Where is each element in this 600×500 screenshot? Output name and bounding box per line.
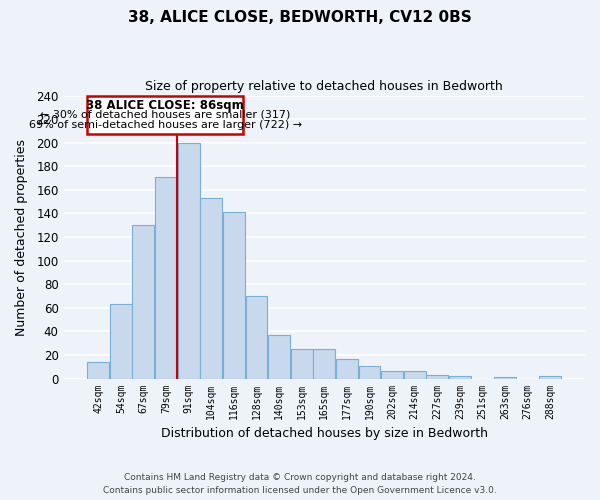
Bar — [223, 212, 245, 378]
Bar — [87, 362, 109, 378]
Bar — [245, 296, 268, 378]
Title: Size of property relative to detached houses in Bedworth: Size of property relative to detached ho… — [145, 80, 503, 93]
Bar — [268, 335, 290, 378]
Bar — [336, 358, 358, 378]
Bar — [88, 96, 244, 134]
Text: 38 ALICE CLOSE: 86sqm: 38 ALICE CLOSE: 86sqm — [86, 99, 244, 112]
Text: 69% of semi-detached houses are larger (722) →: 69% of semi-detached houses are larger (… — [29, 120, 302, 130]
Bar — [178, 142, 200, 378]
Bar — [539, 376, 561, 378]
Bar — [200, 198, 222, 378]
Bar — [155, 177, 177, 378]
Y-axis label: Number of detached properties: Number of detached properties — [15, 138, 28, 336]
Text: ← 30% of detached houses are smaller (317): ← 30% of detached houses are smaller (31… — [40, 110, 290, 120]
Bar — [427, 375, 448, 378]
Bar — [313, 349, 335, 378]
Text: 38, ALICE CLOSE, BEDWORTH, CV12 0BS: 38, ALICE CLOSE, BEDWORTH, CV12 0BS — [128, 10, 472, 25]
Bar — [404, 372, 425, 378]
Bar — [359, 366, 380, 378]
Text: Contains HM Land Registry data © Crown copyright and database right 2024.
Contai: Contains HM Land Registry data © Crown c… — [103, 473, 497, 495]
Bar — [449, 376, 471, 378]
Bar — [110, 304, 132, 378]
Bar — [291, 349, 313, 378]
Bar — [133, 226, 154, 378]
X-axis label: Distribution of detached houses by size in Bedworth: Distribution of detached houses by size … — [161, 427, 488, 440]
Bar — [381, 372, 403, 378]
